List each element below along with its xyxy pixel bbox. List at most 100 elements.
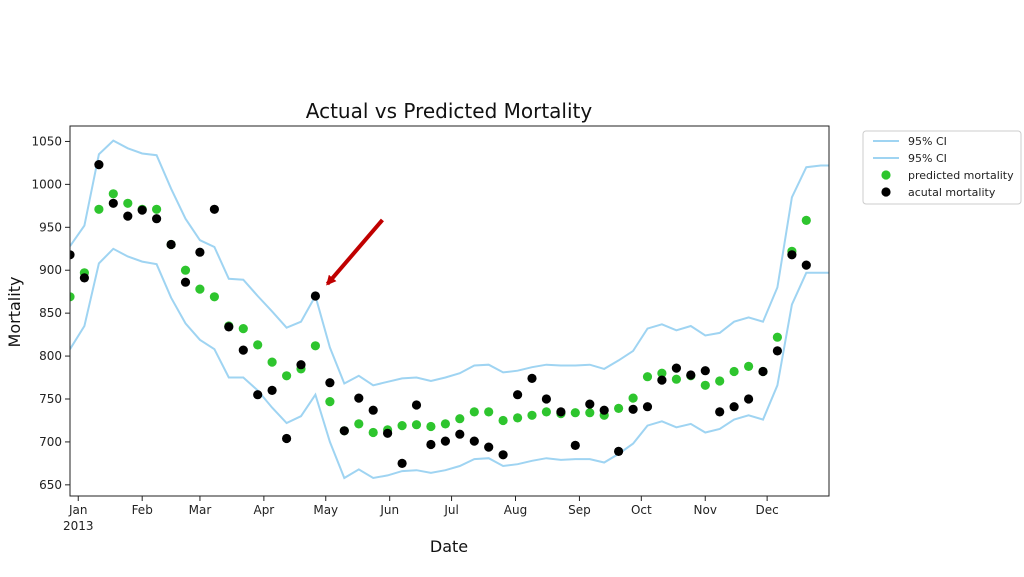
predicted-point [541,407,552,417]
actual-point [787,250,797,260]
actual-point [484,442,494,452]
actual-point [195,247,205,257]
x-tick-label: Apr [253,503,274,517]
actual-point [772,346,783,356]
actual-point [253,390,263,400]
predicted-point [729,366,739,377]
actual-point [686,370,696,380]
x-tick-label: Nov [694,503,717,517]
actual-point [411,400,422,410]
x-tick-label: Oct [631,503,652,517]
legend: 95% CI 95% CI predicted mortality acutal mo… [862,130,1022,205]
predicted-point [772,332,783,342]
actual-point [585,399,595,409]
actual-point [354,393,364,403]
legend-label: predicted mortality [908,169,1014,182]
actual-point [671,363,682,373]
actual-point [642,402,653,412]
y-tick-label: 950 [39,220,62,234]
y-tick-label: 800 [39,349,62,363]
predicted-point [671,374,682,384]
actual-point [744,394,754,404]
legend-label: 95% CI [908,135,947,148]
annotation-arrow [325,218,384,286]
actual-point [513,390,523,400]
chart-title: Actual vs Predicted Mortality [306,99,593,123]
y-axis-title: Mortality [5,277,24,348]
predicted-point [94,204,104,214]
actual-point [715,407,725,417]
plot-frame [69,125,830,497]
x-tick-label: Jan [68,503,88,517]
predicted-point [484,407,494,417]
actual-point [440,436,450,446]
predicted-point [368,427,378,438]
x-axis-ticks: Jan 2013 Feb Mar Apr May Jun Jul Aug Sep Oct Nov Dec [63,496,779,533]
predicted-point [628,393,638,403]
predicted-point [513,413,523,423]
series-group [70,139,829,480]
predicted-point [70,292,75,302]
predicted-point [397,421,407,431]
actual-point [556,407,566,417]
actual-point [70,250,75,260]
predicted-point [657,368,667,378]
actual-point [657,375,667,385]
predicted-point [180,265,191,275]
x-tick-label: Mar [189,503,212,517]
predicted-point [253,340,263,350]
x-tick-label: Feb [132,503,153,517]
actual-point [339,426,349,436]
actual-point [325,378,335,388]
actual-point [282,433,292,444]
predicted-point [527,410,537,420]
actual-point [108,198,118,208]
x-tick-sublabel: 2013 [63,519,94,533]
predicted-point [455,414,465,424]
predicted-point [570,408,580,418]
predicted-point [209,292,219,302]
y-tick-label: 700 [39,435,62,449]
x-axis-title: Date [430,537,468,556]
x-tick-label: Dec [756,503,779,517]
predicted-point [325,397,335,407]
actual-point [455,429,465,439]
actual-point [614,446,624,456]
x-tick-label: Aug [504,503,527,517]
predicted-point [585,408,595,418]
actual-point [209,204,219,214]
x-tick-label: Jun [379,503,399,517]
y-tick-label: 750 [39,392,62,406]
actual-point [238,345,248,355]
actual-point [94,160,104,170]
actual-point [296,360,306,370]
actual-point [368,405,378,415]
predicted-point [440,419,450,429]
y-tick-label: 650 [39,478,62,492]
actual-point [224,322,234,332]
legend-swatch-dot [881,187,891,197]
predicted-point [411,420,422,430]
actual-point [426,439,436,450]
actual-point [267,385,277,395]
actual-point [729,402,739,412]
actual-point [628,404,638,414]
actual-point [758,366,768,377]
predicted-point [195,284,205,294]
actual-point [79,273,89,283]
predicted-point [614,403,624,413]
actual-point [498,450,508,460]
x-tick-label: Jul [443,503,458,517]
y-tick-label: 1000 [31,177,62,191]
actual-point [801,260,811,270]
predicted-point [310,341,320,351]
actual-point [310,291,320,301]
legend-label: acutal mortality [908,186,996,199]
predicted-point [498,415,508,426]
y-tick-label: 1050 [31,134,62,148]
legend-swatch-dot [881,170,891,180]
predicted-point [354,419,364,429]
actual-point [123,211,133,221]
predicted-point [426,421,436,432]
